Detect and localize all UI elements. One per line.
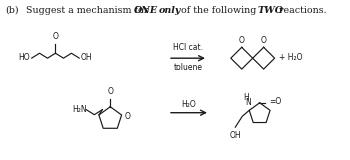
Text: OH: OH <box>230 131 241 140</box>
Text: =O: =O <box>270 97 282 106</box>
Text: N: N <box>245 98 251 107</box>
Text: toluene: toluene <box>174 63 202 72</box>
Text: of the following: of the following <box>178 6 259 15</box>
Text: (b): (b) <box>6 6 19 15</box>
Text: H: H <box>243 93 249 102</box>
Text: only: only <box>159 6 181 15</box>
Text: HO: HO <box>19 53 30 62</box>
Text: O: O <box>125 112 131 121</box>
Text: ONE: ONE <box>134 6 158 15</box>
Text: O: O <box>239 36 245 45</box>
Text: OH: OH <box>80 53 92 62</box>
Text: reactions.: reactions. <box>275 6 326 15</box>
Text: HCl cat.: HCl cat. <box>173 43 203 52</box>
Text: Suggest a mechanism for: Suggest a mechanism for <box>20 6 151 15</box>
Text: O: O <box>107 87 113 96</box>
Text: O: O <box>261 36 267 45</box>
Text: O: O <box>52 32 58 41</box>
Text: TWO: TWO <box>258 6 284 15</box>
Text: H₂N: H₂N <box>72 105 87 114</box>
Text: + H₂O: + H₂O <box>279 53 302 62</box>
Text: H₂O: H₂O <box>182 100 196 109</box>
